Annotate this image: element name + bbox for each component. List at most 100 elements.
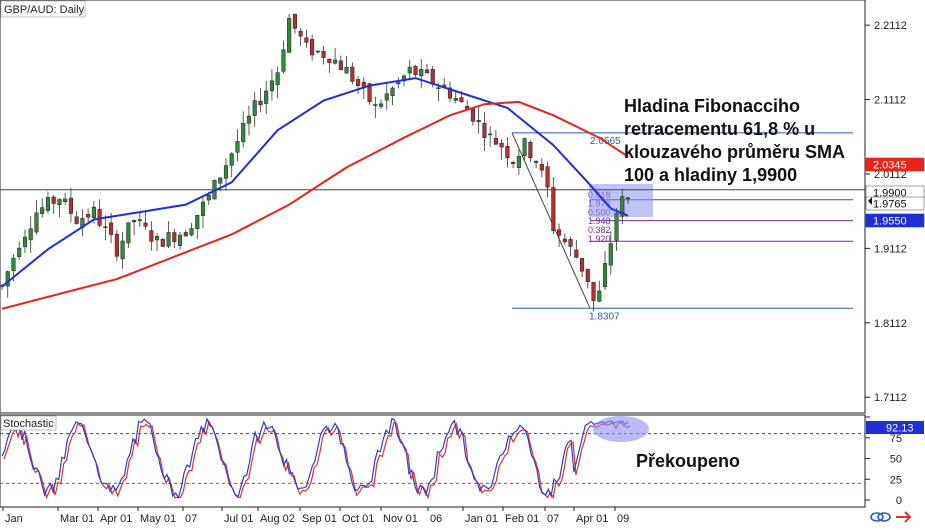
time-tick-label: Oct 01 [342,513,374,525]
time-tick-label: Mar 01 [60,513,94,525]
stochastic-lines [1,416,631,500]
candle-body [545,166,550,188]
candle-body [304,37,309,43]
candle-body [551,187,556,231]
candle-body [310,39,315,56]
candle-body [223,165,229,179]
candle-body [68,197,73,214]
candle-body [298,30,303,37]
candle-body [292,13,297,29]
price-tick-label: 1.9112 [874,243,907,255]
candle-body [625,197,631,200]
time-tick-label: Apr 01 [100,513,132,525]
candle-body [447,87,453,99]
candle-body [333,59,338,64]
candle-body [235,141,240,153]
candle-body [591,281,596,301]
candle-body [608,243,613,266]
oscillator-panel-frame [0,414,866,508]
annotation-line-4: 100 a hladiny 1,9900 [624,165,797,185]
time-tick-label: Apr 01 [576,513,608,525]
oscillator-axis: 75 50 25 0 [865,416,902,507]
candle-body [195,214,200,229]
candle-body [327,58,332,64]
oscillator-value-box [866,421,924,434]
time-tick-label: Jul 01 [224,513,253,525]
candle-body [264,90,269,104]
candle-body [470,108,475,122]
candle-body [356,79,361,86]
candle-body [476,119,481,123]
candle-body [160,239,165,247]
time-tick-label: Sep 01 [302,513,337,525]
candle-body [229,153,234,166]
price-badge-value: 1.9550 [873,216,907,228]
candle-body [287,17,292,53]
time-tick-label: Jan [5,513,23,525]
candle-body [614,213,619,241]
candle-body [557,229,562,236]
price-panel-frame [0,0,866,414]
candle-body [436,87,441,90]
fib-level-label: 1.948 [588,216,611,226]
price-tick-label: 1.7112 [874,392,907,404]
price-tick-label: 2.1112 [874,95,906,107]
candle-body [103,226,108,228]
candle-body [373,104,378,106]
candle-body [505,145,510,159]
candle-body [378,103,384,107]
candle-body [321,50,326,58]
candle-body [28,228,33,241]
candle-body [580,258,585,272]
candle-body [126,222,131,244]
osc-tick-label: 0 [896,495,902,507]
candle-body [137,219,142,222]
annotation-line-1: Hladina Fibonacciho [624,96,800,116]
price-badge-value: 2.0345 [873,160,907,172]
candle-body [63,198,68,203]
candle-body [597,290,602,302]
symbol-label-box [0,0,86,18]
candle-body [522,138,527,157]
candle-body [45,197,50,211]
osc-tick-label: 75 [890,433,902,445]
time-tick-label: 06 [430,513,442,525]
candle-body [361,81,366,87]
time-tick-label: Nov 01 [383,513,418,525]
candle-body [109,222,114,235]
candle-body [40,207,45,214]
candle-body [206,194,211,201]
candle-body [488,133,493,136]
candle-body [315,50,320,53]
symbol-label: GBP/AUD: Daily [4,4,85,16]
oscillator-annotation: Překoupeno [636,451,740,471]
link-icon[interactable] [870,512,891,522]
candle-body [419,69,424,77]
candle-body [528,141,533,159]
candle-body [390,87,395,96]
candle-body [5,271,10,287]
time-tick-label: 07 [185,513,197,525]
arrow-right-icon[interactable] [896,511,912,523]
time-tick-label: May 01 [140,513,176,525]
candle-body [91,206,96,218]
candle-body [57,199,62,206]
candle-body [499,142,504,148]
time-tick-label: 09 [617,513,629,525]
price-tick-label: 2.2112 [874,20,907,32]
osc-tick-label: 50 [890,454,902,466]
candle-body [218,177,223,184]
candle-body [516,155,521,168]
candle-body [430,69,435,85]
candle-body [568,239,573,247]
price-badge-sma-red: 2.0345 [865,157,925,172]
candle-body [132,220,137,223]
osc-tick-label: 25 [890,474,902,486]
time-tick-label: Aug 02 [260,513,295,525]
candle-body [511,161,516,165]
candle-body [534,161,539,163]
candle-body [177,234,183,246]
price-badge-value: 1.9765 [873,199,907,211]
price-axis: 2.2112 2.1112 2.0112 1.9112 1.8112 1.7112 [865,20,907,404]
candle-body [602,263,608,288]
